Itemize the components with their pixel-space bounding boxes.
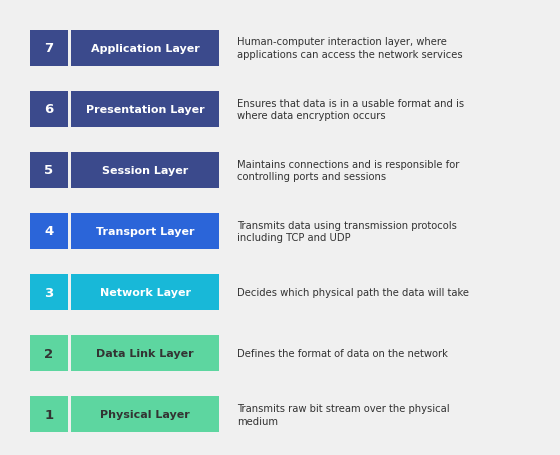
Text: Transmits data using transmission protocols
including TCP and UDP: Transmits data using transmission protoc…	[237, 220, 457, 243]
FancyBboxPatch shape	[30, 30, 68, 66]
Text: 2: 2	[44, 347, 54, 360]
FancyBboxPatch shape	[71, 213, 219, 249]
FancyBboxPatch shape	[71, 274, 219, 310]
FancyBboxPatch shape	[30, 274, 68, 310]
Text: Session Layer: Session Layer	[102, 166, 188, 176]
FancyBboxPatch shape	[71, 397, 219, 433]
Text: Human-computer interaction layer, where
applications can access the network serv: Human-computer interaction layer, where …	[237, 37, 463, 60]
Text: 6: 6	[44, 103, 54, 116]
FancyBboxPatch shape	[30, 91, 68, 127]
FancyBboxPatch shape	[71, 91, 219, 127]
Text: Defines the format of data on the network: Defines the format of data on the networ…	[237, 349, 448, 359]
FancyBboxPatch shape	[71, 30, 219, 66]
Text: 4: 4	[44, 225, 54, 238]
FancyBboxPatch shape	[71, 335, 219, 371]
FancyBboxPatch shape	[30, 213, 68, 249]
Text: 7: 7	[44, 42, 54, 55]
Text: 1: 1	[44, 408, 54, 421]
Text: Ensures that data is in a usable format and is
where data encryption occurs: Ensures that data is in a usable format …	[237, 98, 464, 121]
Text: Transmits raw bit stream over the physical
medium: Transmits raw bit stream over the physic…	[237, 403, 450, 426]
Text: Maintains connections and is responsible for
controlling ports and sessions: Maintains connections and is responsible…	[237, 159, 459, 182]
Text: Decides which physical path the data will take: Decides which physical path the data wil…	[237, 288, 469, 298]
Text: Presentation Layer: Presentation Layer	[86, 105, 204, 115]
FancyBboxPatch shape	[71, 152, 219, 188]
FancyBboxPatch shape	[30, 397, 68, 433]
Text: 5: 5	[44, 164, 54, 177]
Text: Data Link Layer: Data Link Layer	[96, 349, 194, 359]
Text: Transport Layer: Transport Layer	[96, 227, 194, 237]
Text: Physical Layer: Physical Layer	[100, 410, 190, 420]
Text: Application Layer: Application Layer	[91, 44, 199, 53]
FancyBboxPatch shape	[30, 335, 68, 371]
Text: Network Layer: Network Layer	[100, 288, 190, 298]
Text: 3: 3	[44, 286, 54, 299]
FancyBboxPatch shape	[30, 152, 68, 188]
